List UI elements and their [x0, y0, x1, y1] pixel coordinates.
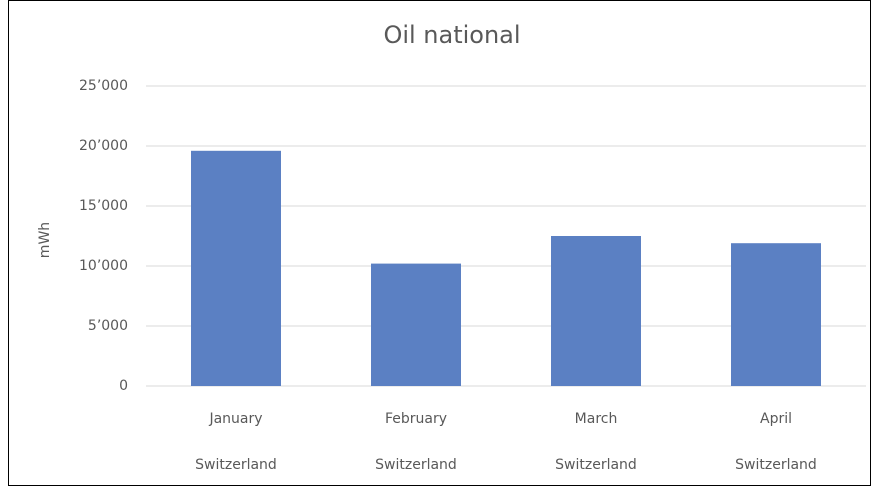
y-tick-label: 15’000 — [79, 198, 128, 214]
y-tick-label: 0 — [119, 378, 128, 394]
x-group-label: Switzerland — [195, 457, 277, 473]
x-group-label: Switzerland — [555, 457, 637, 473]
x-tick-label: February — [385, 411, 447, 427]
y-tick-label: 10’000 — [79, 258, 128, 274]
chart-frame — [8, 0, 871, 486]
y-tick-label: 20’000 — [79, 138, 128, 154]
x-tick-label: April — [760, 411, 792, 427]
x-tick-label: March — [575, 411, 618, 427]
y-tick-label: 25’000 — [79, 78, 128, 94]
x-group-label: Switzerland — [375, 457, 457, 473]
bar — [371, 263, 461, 386]
x-tick-label: January — [208, 411, 262, 427]
y-axis-label: mWh — [37, 222, 53, 258]
y-tick-label: 5’000 — [88, 318, 128, 334]
bar — [731, 243, 821, 386]
x-group-label: Switzerland — [735, 457, 817, 473]
bar — [551, 236, 641, 386]
bar — [191, 150, 281, 386]
chart-title: Oil national — [383, 21, 520, 49]
